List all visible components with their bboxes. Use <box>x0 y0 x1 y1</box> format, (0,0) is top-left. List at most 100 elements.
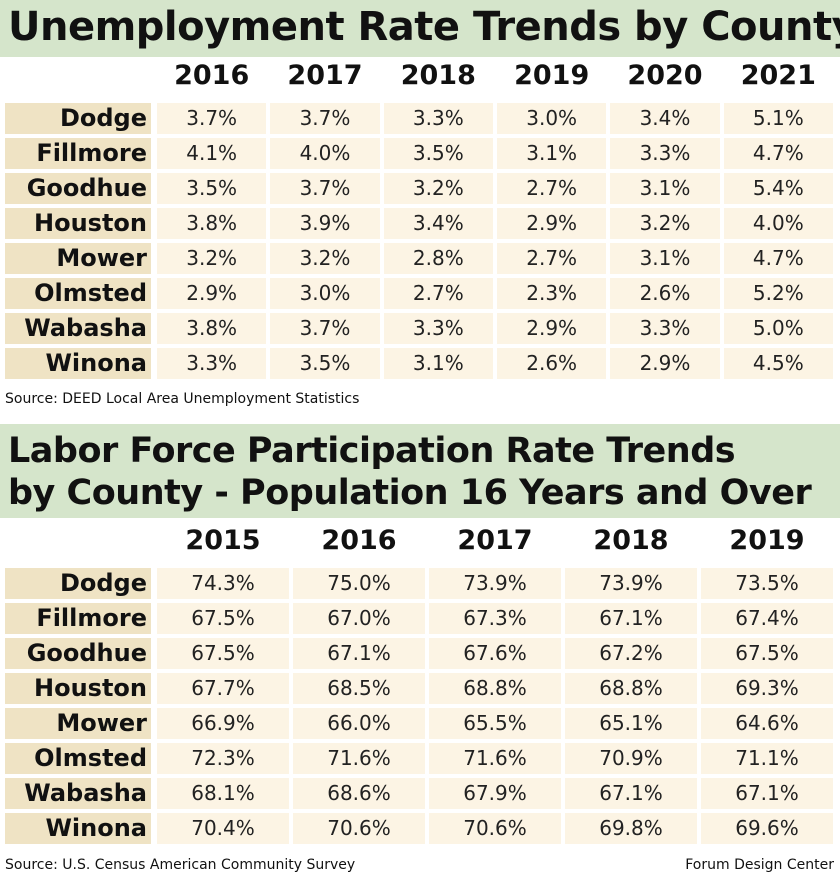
source: Source: U.S. Census American Community S… <box>5 857 356 873</box>
cell: 73.9% <box>565 568 697 599</box>
cell: 3.1% <box>610 243 720 274</box>
cell: 68.6% <box>293 778 425 809</box>
column-header: 2017 <box>457 525 533 556</box>
row-label: Dodge <box>5 568 151 599</box>
cell: 2.9% <box>497 313 607 344</box>
cell: 73.5% <box>701 568 833 599</box>
cell: 67.4% <box>701 603 833 634</box>
source: Source: DEED Local Area Unemployment Sta… <box>5 391 360 407</box>
cell: 2.9% <box>157 278 267 309</box>
row-label: Winona <box>5 348 151 379</box>
cell: 3.0% <box>497 103 607 134</box>
cell: 69.6% <box>701 813 833 844</box>
cell: 67.7% <box>157 673 289 704</box>
cell: 3.5% <box>383 138 493 169</box>
row-label: Houston <box>5 673 151 704</box>
title-band <box>0 424 840 518</box>
cell: 67.6% <box>429 638 561 669</box>
column-header: 2018 <box>593 525 669 556</box>
cell: 68.8% <box>565 673 697 704</box>
cell: 3.1% <box>610 173 720 204</box>
column-header: 2020 <box>627 60 703 91</box>
cell: 3.8% <box>157 208 267 239</box>
row-label: Olmsted <box>5 743 151 774</box>
cell: 72.3% <box>157 743 289 774</box>
row-label: Mower <box>5 243 151 274</box>
cell: 74.3% <box>157 568 289 599</box>
cell: 3.3% <box>383 103 493 134</box>
cell: 75.0% <box>293 568 425 599</box>
cell: 3.7% <box>157 103 267 134</box>
cell: 5.2% <box>723 278 833 309</box>
cell: 3.1% <box>383 348 493 379</box>
cell: 3.8% <box>157 313 267 344</box>
cell: 3.2% <box>383 173 493 204</box>
column-header: 2018 <box>400 60 476 91</box>
cell: 4.1% <box>157 138 267 169</box>
cell: 3.5% <box>157 173 267 204</box>
cell: 3.2% <box>157 243 267 274</box>
title-line: Labor Force Participation Rate Trends <box>8 431 736 471</box>
cell: 3.3% <box>157 348 267 379</box>
title-line: by County - Population 16 Years and Over <box>8 473 812 513</box>
column-header: 2015 <box>185 525 261 556</box>
cell: 68.5% <box>293 673 425 704</box>
cell: 5.0% <box>723 313 833 344</box>
cell: 66.0% <box>293 708 425 739</box>
cell: 67.3% <box>429 603 561 634</box>
column-header: 2021 <box>740 60 816 91</box>
column-header: 2017 <box>287 60 363 91</box>
cell: 69.3% <box>701 673 833 704</box>
cell: 4.0% <box>270 138 380 169</box>
cell: 3.4% <box>383 208 493 239</box>
cell: 71.6% <box>429 743 561 774</box>
cell: 67.0% <box>293 603 425 634</box>
cell: 73.9% <box>429 568 561 599</box>
cell: 2.7% <box>497 173 607 204</box>
cell: 5.4% <box>723 173 833 204</box>
cell: 3.3% <box>610 313 720 344</box>
cell: 3.1% <box>497 138 607 169</box>
cell: 2.9% <box>610 348 720 379</box>
cell: 2.8% <box>383 243 493 274</box>
cell: 3.7% <box>270 173 380 204</box>
credit: Forum Design Center <box>685 857 834 873</box>
cell: 3.2% <box>610 208 720 239</box>
row-label: Mower <box>5 708 151 739</box>
cell: 3.9% <box>270 208 380 239</box>
cell: 67.2% <box>565 638 697 669</box>
cell: 4.0% <box>723 208 833 239</box>
row-label: Fillmore <box>5 603 151 634</box>
cell: 67.5% <box>157 638 289 669</box>
cell: 3.3% <box>610 138 720 169</box>
cell: 70.9% <box>565 743 697 774</box>
cell: 71.1% <box>701 743 833 774</box>
cell: 71.6% <box>293 743 425 774</box>
cell: 2.9% <box>497 208 607 239</box>
cell: 67.1% <box>565 603 697 634</box>
row-label: Olmsted <box>5 278 151 309</box>
cell: 2.6% <box>497 348 607 379</box>
row-label: Wabasha <box>5 313 151 344</box>
row-label: Houston <box>5 208 151 239</box>
cell: 3.5% <box>270 348 380 379</box>
cell: 70.4% <box>157 813 289 844</box>
row-label: Wabasha <box>5 778 151 809</box>
cell: 67.1% <box>565 778 697 809</box>
row-label: Winona <box>5 813 151 844</box>
cell: 4.5% <box>723 348 833 379</box>
cell: 3.3% <box>383 313 493 344</box>
row-label: Goodhue <box>5 638 151 669</box>
cell: 68.8% <box>429 673 561 704</box>
cell: 68.1% <box>157 778 289 809</box>
cell: 70.6% <box>429 813 561 844</box>
cell: 2.7% <box>497 243 607 274</box>
column-header: 2019 <box>514 60 590 91</box>
column-header: 2016 <box>174 60 250 91</box>
cell: 67.5% <box>157 603 289 634</box>
cell: 4.7% <box>723 138 833 169</box>
row-label: Dodge <box>5 103 151 134</box>
cell: 2.7% <box>383 278 493 309</box>
cell: 67.1% <box>701 778 833 809</box>
